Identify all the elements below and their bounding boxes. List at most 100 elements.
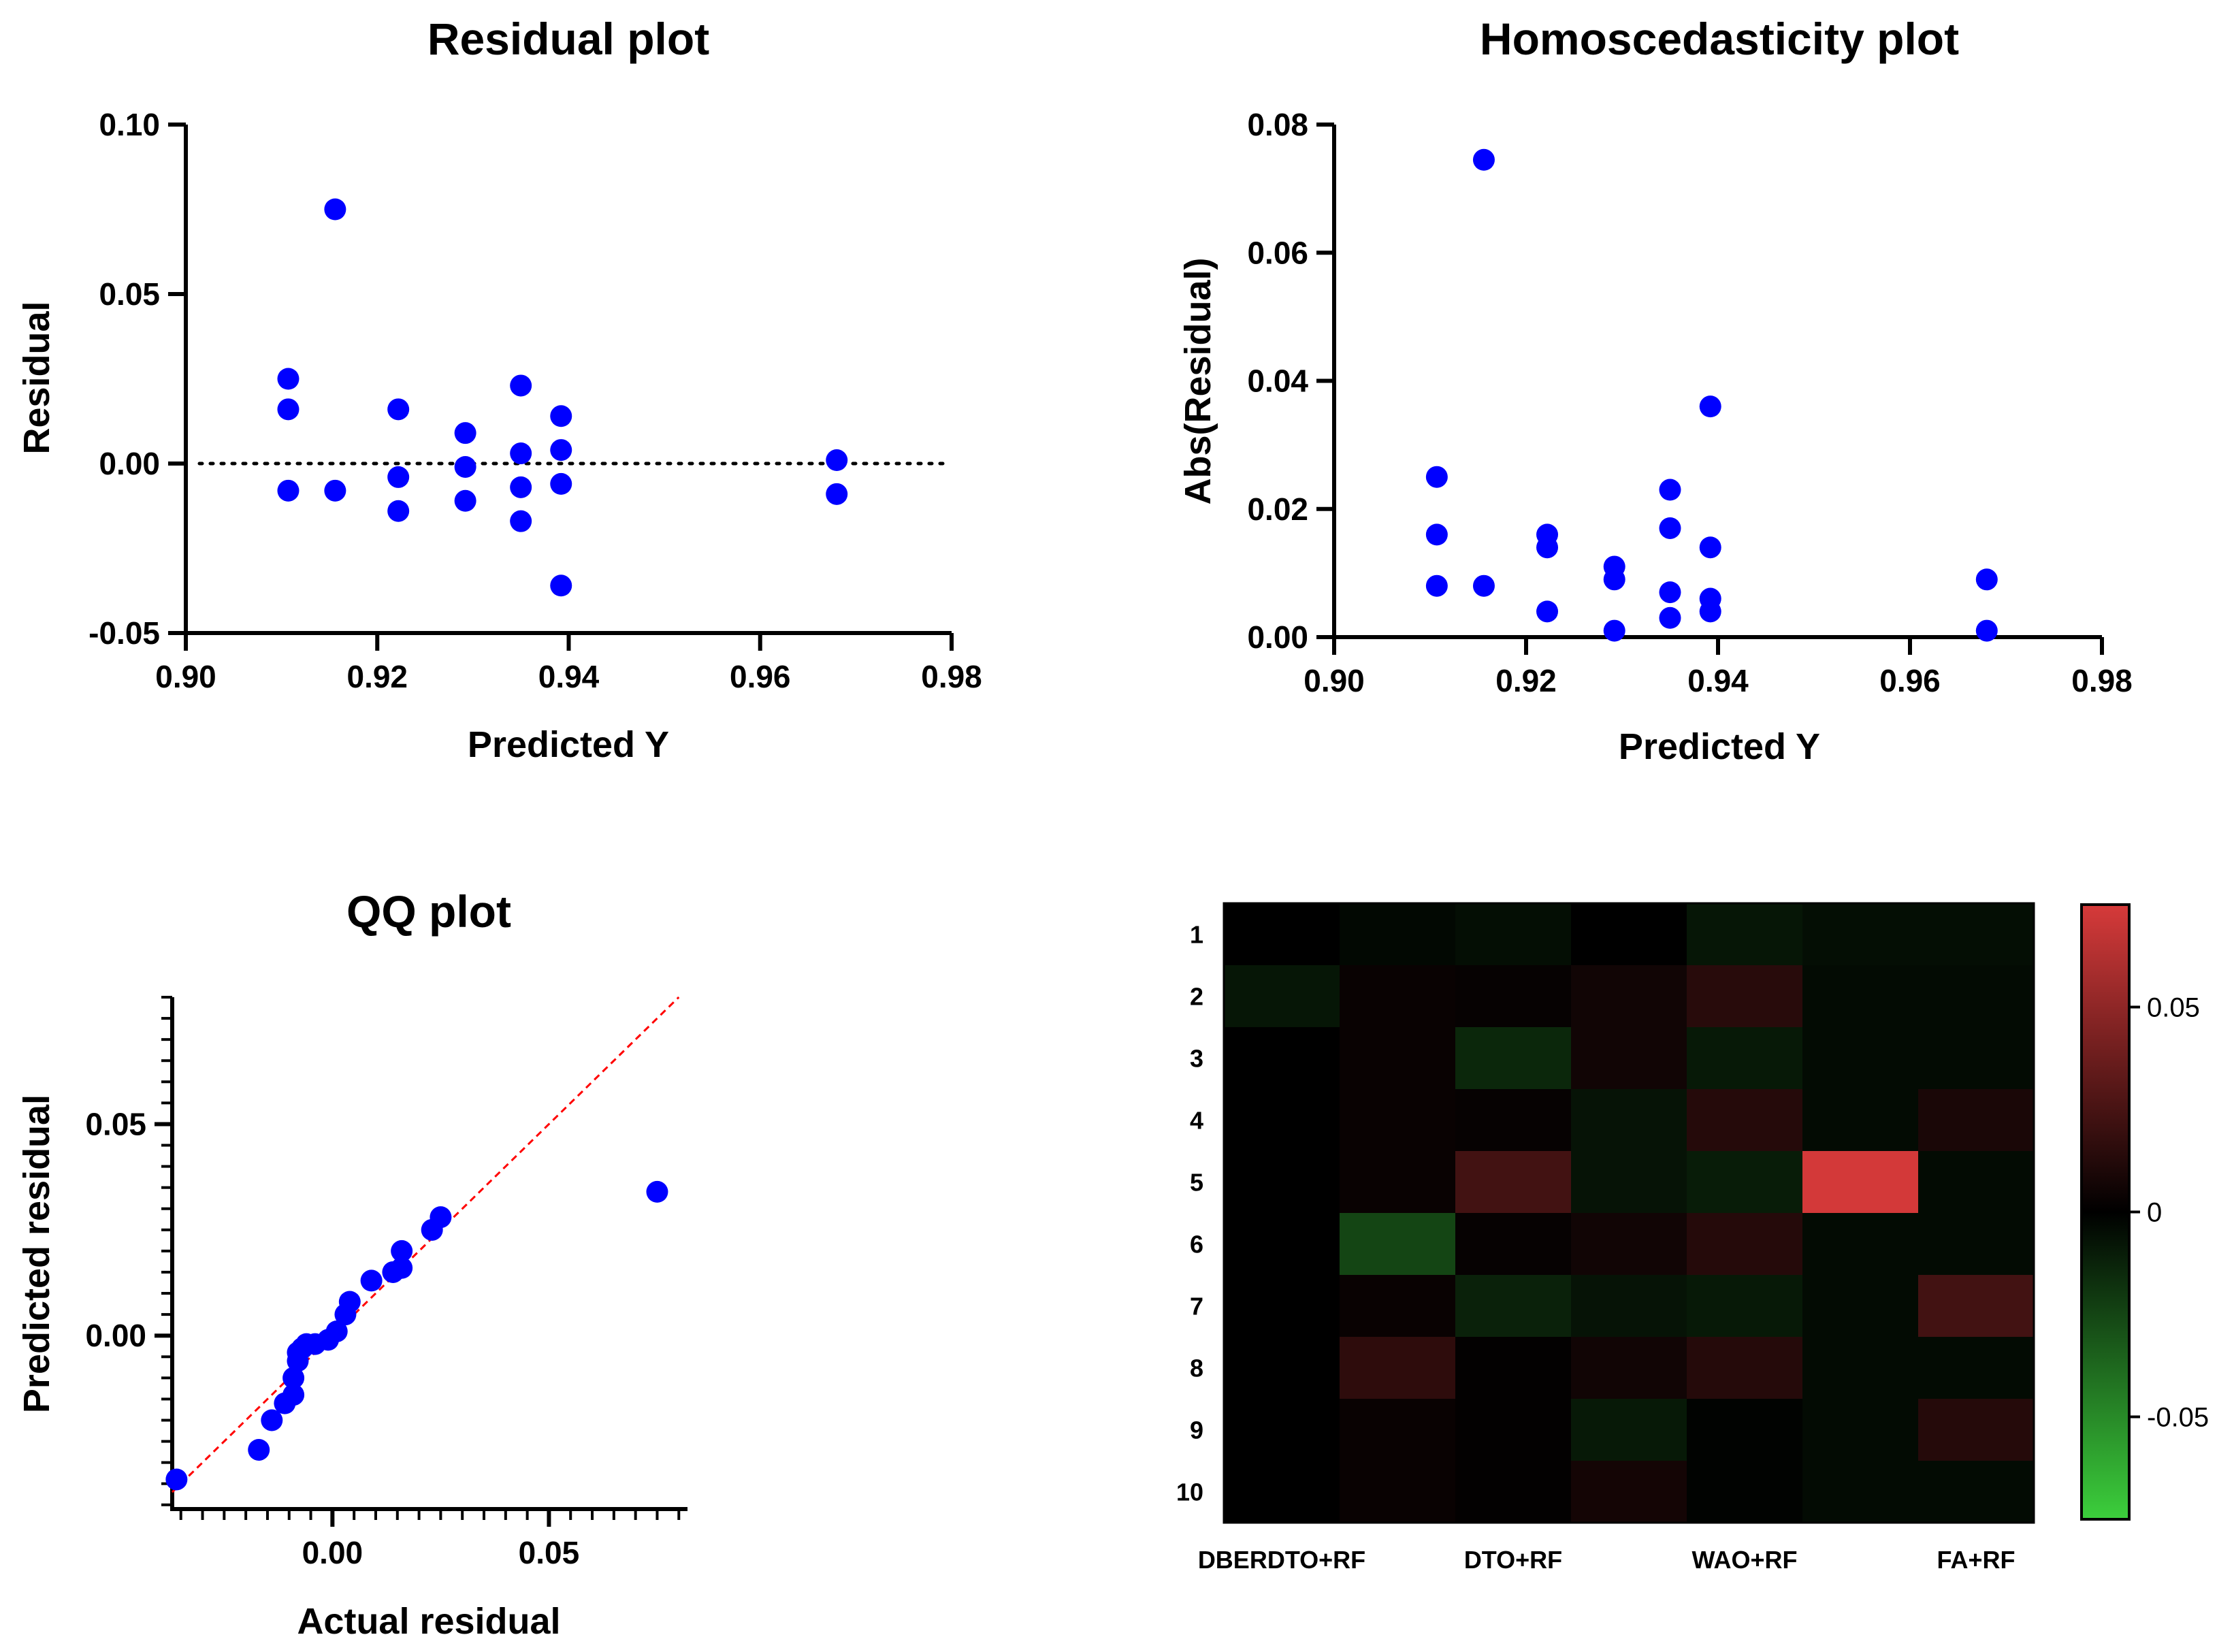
qq-plot: QQ plot Actual residual Predicted residu…: [16, 886, 687, 1642]
x-tick-label: 0.98: [2071, 663, 2133, 698]
heatmap-row-label: 7: [1190, 1293, 1203, 1321]
data-point: [387, 466, 410, 488]
y-tick-label: 0.10: [99, 107, 160, 142]
x-tick-label: 0.05: [519, 1535, 580, 1570]
data-point: [550, 405, 572, 427]
heatmap-cell: [1571, 1337, 1687, 1399]
data-point: [1659, 581, 1681, 604]
heatmap-cell: [1918, 965, 2035, 1028]
heatmap-cell: [1687, 1027, 1803, 1090]
residual-plot-x-label: Predicted Y: [468, 724, 669, 765]
data-point: [360, 1269, 383, 1292]
heatmap-cell: [1340, 1089, 1456, 1152]
residual-plot: Residual plot Predicted Y Residual 0.90 0…: [16, 14, 982, 765]
data-point: [165, 1468, 188, 1491]
heatmap-cell: [1455, 903, 1572, 966]
heatmap-cell: [1687, 1213, 1803, 1276]
heatmap-cell: [1340, 903, 1456, 966]
x-tick-label: 0.00: [302, 1535, 363, 1570]
homoscedasticity-plot-title: Homoscedasticity plot: [1480, 14, 1959, 64]
y-tick-label: 0.00: [85, 1318, 146, 1353]
y-tick-label: 0.05: [99, 276, 160, 312]
heatmap-cell: [1571, 1461, 1687, 1523]
heatmap-cell: [1918, 1027, 2035, 1090]
data-point: [550, 472, 572, 495]
heatmap-cell: [1455, 965, 1572, 1028]
heatmap-cell: [1918, 1151, 2035, 1214]
heatmap-cell: [1687, 1399, 1803, 1461]
residual-plot-y-label: Residual: [16, 301, 57, 454]
heatmap-cell: [1918, 1337, 2035, 1399]
heatmap-cell: [1687, 903, 1803, 966]
heatmap-cell: [1802, 1151, 1919, 1214]
data-point: [391, 1240, 413, 1262]
heatmap-cell: [1571, 903, 1687, 966]
heatmap-cell: [1918, 1213, 2035, 1276]
heatmap-cell: [1224, 903, 1340, 966]
data-point: [324, 198, 346, 221]
data-point: [1603, 568, 1625, 591]
data-point: [454, 422, 476, 444]
heatmap-cell: [1802, 1461, 1919, 1523]
data-point: [391, 1257, 413, 1279]
colorbar-tick-label: 0: [2147, 1198, 2162, 1228]
y-tick-label: 0.05: [85, 1106, 146, 1141]
heatmap-cell: [1802, 1337, 1919, 1399]
heatmap-row-label: 10: [1176, 1478, 1203, 1506]
data-point: [387, 500, 410, 522]
colorbar: [2080, 903, 2131, 1521]
data-point: [1659, 606, 1681, 629]
qq-plot-title: QQ plot: [346, 886, 511, 937]
data-point: [1603, 619, 1625, 642]
x-tick-label: 0.94: [1687, 663, 1749, 698]
heatmap-cell: [1340, 1027, 1456, 1090]
data-point: [325, 1320, 348, 1342]
heatmap-cell: [1340, 965, 1456, 1028]
heatmap-cell: [1802, 965, 1919, 1028]
data-point: [282, 1367, 305, 1389]
heatmap-cell: [1224, 1213, 1340, 1276]
heatmap-cell: [1802, 1399, 1919, 1461]
heatmap-row-label: 1: [1190, 921, 1203, 949]
heatmap-row-label: 5: [1190, 1169, 1203, 1197]
residual-heatmap: 1 2 3 4 5 6 7 8 9 10 DBERDTO+RF DTO+RF WAO+RF FA+RF 0.…: [1176, 902, 2209, 1574]
heatmap-row-label: 8: [1190, 1355, 1203, 1382]
y-tick-label: 0.02: [1247, 491, 1308, 527]
heatmap-cell: [1340, 1213, 1456, 1276]
heatmap-cell: [1340, 1275, 1456, 1338]
heatmap-row-label: 3: [1190, 1045, 1203, 1073]
heatmap-cell: [1802, 1213, 1919, 1276]
residual-plot-title: Residual plot: [427, 14, 709, 64]
homoscedasticity-plot-y-label: Abs(Residual): [1178, 257, 1218, 504]
heatmap-cell: [1224, 1151, 1340, 1214]
heatmap-column-label: DBERDTO+RF: [1198, 1546, 1365, 1574]
heatmap-row-label: 9: [1190, 1416, 1203, 1444]
heatmap-cell: [1687, 1461, 1803, 1523]
x-tick-label: 0.94: [538, 659, 600, 694]
heatmap-cell: [1918, 1461, 2035, 1523]
heatmap-cell: [1224, 965, 1340, 1028]
data-point: [1472, 148, 1495, 171]
data-point: [826, 449, 848, 472]
data-point: [248, 1438, 270, 1461]
data-point: [277, 398, 300, 421]
heatmap-cell: [1224, 1027, 1340, 1090]
heatmap-cell: [1340, 1151, 1456, 1214]
heatmap-frame: [1223, 902, 2035, 1524]
heatmap-cell: [1455, 1461, 1572, 1523]
heatmap-cell: [1571, 1089, 1687, 1152]
heatmap-column-label: WAO+RF: [1691, 1546, 1797, 1574]
data-point: [1699, 536, 1721, 559]
heatmap-cell: [1571, 1275, 1687, 1338]
y-tick-label: 0.08: [1247, 107, 1308, 142]
heatmap-cell: [1571, 965, 1687, 1028]
data-point: [324, 479, 346, 502]
heatmap-cell: [1687, 965, 1803, 1028]
data-point: [430, 1206, 452, 1229]
heatmap-cell: [1802, 1089, 1919, 1152]
heatmap-cell: [1340, 1461, 1456, 1523]
x-tick-label: 0.98: [921, 659, 982, 694]
heatmap-cell: [1224, 1337, 1340, 1399]
heatmap-cell: [1802, 1027, 1919, 1090]
